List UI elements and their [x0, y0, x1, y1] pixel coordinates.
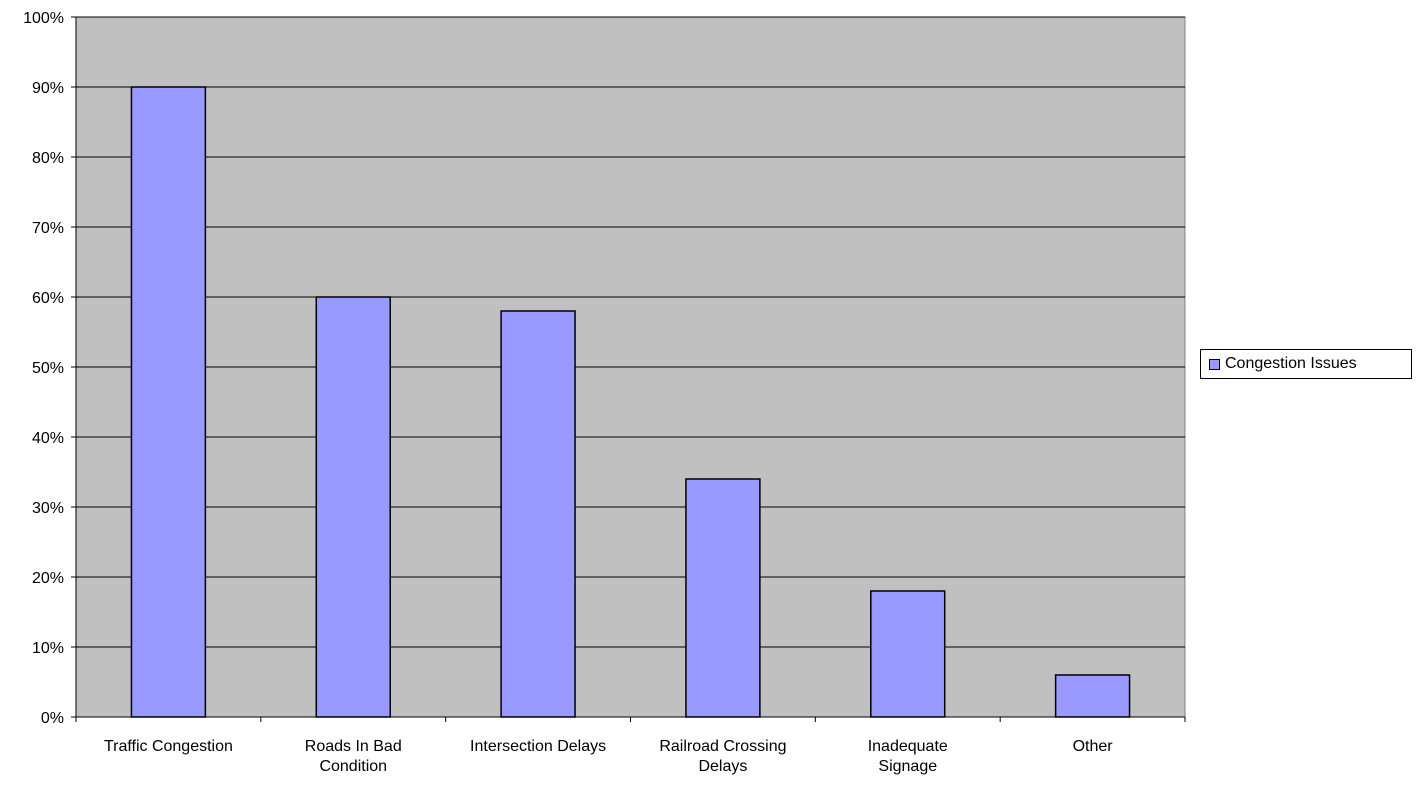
y-tick-label: 60% [32, 290, 64, 307]
bar [130, 86, 207, 718]
y-tick-label: 100% [23, 10, 64, 27]
legend-swatch-icon [1209, 358, 1220, 370]
x-tick-label: Inadequate [868, 738, 948, 755]
x-tick-label: Traffic Congestion [104, 738, 233, 755]
y-tick-label: 90% [32, 80, 64, 97]
legend: Congestion Issues [1200, 349, 1412, 379]
y-tick-label: 50% [32, 360, 64, 377]
x-tick-label: Signage [878, 758, 937, 775]
y-tick-label: 70% [32, 220, 64, 237]
x-tick-label: Delays [698, 758, 747, 775]
x-tick-label: Other [1073, 738, 1114, 755]
x-tick-label: Condition [319, 758, 387, 775]
bar [685, 478, 761, 718]
bar [315, 296, 391, 718]
bar [870, 590, 946, 718]
x-tick-label: Intersection Delays [470, 738, 606, 755]
y-tick-label: 30% [32, 500, 64, 517]
y-tick-label: 0% [41, 710, 64, 727]
y-tick-label: 20% [32, 570, 64, 587]
x-tick-label: Roads In Bad [305, 738, 402, 755]
bar [500, 310, 576, 718]
y-tick-label: 10% [32, 640, 64, 657]
bar [1054, 674, 1131, 718]
legend-label: Congestion Issues [1225, 355, 1357, 372]
y-tick-label: 80% [32, 150, 64, 167]
x-tick-label: Railroad Crossing [659, 738, 786, 755]
y-tick-label: 40% [32, 430, 64, 447]
